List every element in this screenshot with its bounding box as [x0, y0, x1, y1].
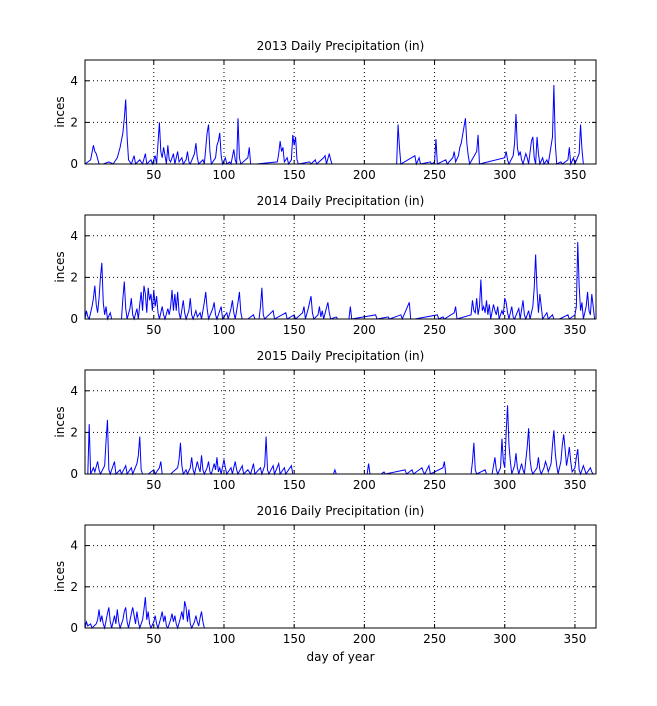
y-tick-label: 0: [70, 157, 78, 171]
x-tick-label: 300: [493, 478, 516, 492]
x-tick-label: 50: [146, 323, 161, 337]
y-tick-label: 0: [70, 467, 78, 481]
y-tick-label: 4: [70, 384, 78, 398]
panel-title: 2013 Daily Precipitation (in): [257, 39, 425, 53]
y-axis-label: inces: [53, 561, 67, 592]
x-tick-label: 200: [353, 323, 376, 337]
x-tick-label: 250: [423, 632, 446, 646]
y-tick-label: 2: [70, 425, 78, 439]
x-tick-label: 150: [283, 478, 306, 492]
panel-title: 2015 Daily Precipitation (in): [257, 349, 425, 363]
series-line-1: [84, 597, 208, 630]
x-tick-label: 250: [423, 323, 446, 337]
y-tick-label: 2: [70, 270, 78, 284]
y-tick-label: 0: [70, 621, 78, 635]
panel-title: 2016 Daily Precipitation (in): [257, 504, 425, 518]
y-axis-label: inces: [53, 251, 67, 282]
y-tick-label: 2: [70, 580, 78, 594]
y-tick-label: 2: [70, 115, 78, 129]
x-tick-label: 50: [146, 632, 161, 646]
x-tick-label: 350: [563, 478, 586, 492]
y-axis-label: inces: [53, 406, 67, 437]
series-line-1: [84, 242, 596, 321]
x-tick-label: 100: [213, 323, 236, 337]
x-tick-label: 150: [283, 168, 306, 182]
axis-frame: [84, 524, 597, 629]
x-tick-label: 100: [213, 632, 236, 646]
plot-area: [85, 370, 596, 474]
y-tick-label: 4: [70, 539, 78, 553]
x-tick-label: 200: [353, 632, 376, 646]
x-tick-label: 100: [213, 478, 236, 492]
panel-1: 50 100 150 200 250 300 350 0 2 4 2013 Daily Precip…: [53, 39, 597, 182]
x-tick-label: 100: [213, 168, 236, 182]
x-tick-label: 200: [353, 478, 376, 492]
panel-title: 2014 Daily Precipitation (in): [257, 194, 425, 208]
x-tick-label: 250: [423, 168, 446, 182]
series-line-1: [84, 84, 596, 166]
x-tick-label: 50: [146, 478, 161, 492]
y-tick-label: 4: [70, 74, 78, 88]
y-axis-label: inces: [53, 96, 67, 127]
plot-area: [85, 525, 596, 628]
x-tick-label: 150: [283, 632, 306, 646]
plot-area: [85, 60, 596, 164]
x-tick-label: 300: [493, 168, 516, 182]
y-tick-label: 4: [70, 229, 78, 243]
axis-frame: [84, 59, 597, 165]
x-tick-label: 150: [283, 323, 306, 337]
x-tick-label: 300: [493, 632, 516, 646]
x-tick-label: 200: [353, 168, 376, 182]
plot-area: [85, 215, 596, 319]
x-tick-label: 350: [563, 168, 586, 182]
x-tick-label: 350: [563, 632, 586, 646]
x-axis-label: day of year: [306, 650, 374, 664]
panel-4: 50 100 150 200 250 300 350 0 2 4 2016 Daily Precip…: [53, 504, 597, 664]
axis-frame: [84, 214, 597, 320]
y-tick-label: 0: [70, 312, 78, 326]
axis-frame: [84, 369, 597, 475]
x-tick-label: 250: [423, 478, 446, 492]
x-tick-label: 350: [563, 323, 586, 337]
x-tick-label: 300: [493, 323, 516, 337]
panel-3: 50 100 150 200 250 300 350 0 2 4 2015 Daily Precip…: [53, 349, 597, 492]
panel-2: 50 100 150 200 250 300 350 0 2 4 2014 Daily Precip…: [53, 194, 597, 337]
x-tick-label: 50: [146, 168, 161, 182]
